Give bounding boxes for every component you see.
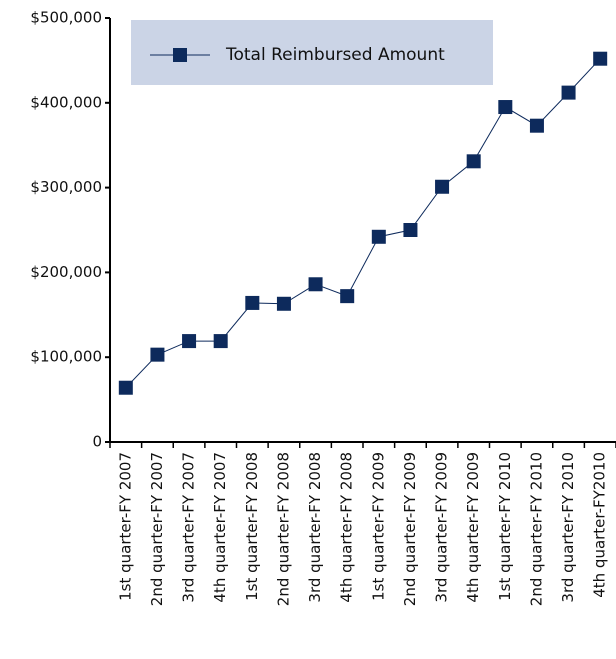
y-tick-label: $500,000 [30,9,102,27]
marker [529,118,544,133]
x-tick-label: 3rd quarter-FY 2008 [306,452,324,603]
marker [213,334,228,349]
marker [498,100,513,115]
marker [371,229,386,244]
x-tick-label: 2nd quarter-FY 2010 [527,452,545,606]
y-tick-label: 0 [92,433,102,451]
x-tick-label: 3rd quarter-FY 2010 [559,452,577,603]
marker [150,347,165,362]
marker [593,51,608,66]
x-tick-label: 1st quarter-FY 2010 [496,452,514,601]
x-tick-label: 2nd quarter-FY 2007 [148,452,166,606]
x-tick-label: 3rd quarter-FY 2009 [433,452,451,603]
marker [276,296,291,311]
x-tick-label: 4th quarter-FY 2008 [338,452,356,603]
legend-box [131,20,493,85]
y-tick-label: $200,000 [30,263,102,281]
x-tick-label: 4th quarter-FY2010 [591,452,609,598]
x-tick-label: 2nd quarter-FY 2009 [401,452,419,606]
y-tick-label: $400,000 [30,93,102,111]
marker [308,277,323,292]
marker [182,334,197,349]
y-tick-label: $100,000 [30,348,102,366]
x-tick-label: 1st quarter-FY 2008 [243,452,261,601]
marker [245,295,260,310]
x-tick-label: 4th quarter-FY 2007 [211,452,229,603]
x-tick-label: 1st quarter-FY 2007 [116,452,134,601]
legend-marker [173,48,187,62]
series-line [125,58,601,389]
marker [118,380,133,395]
x-tick-label: 2nd quarter-FY 2008 [274,452,292,606]
marker [340,289,355,304]
marker [561,85,576,100]
x-tick-label: 3rd quarter-FY 2007 [180,452,198,603]
marker [435,179,450,194]
y-tick-label: $300,000 [30,178,102,196]
x-tick-label: 4th quarter-FY 2009 [464,452,482,603]
marker [403,223,418,237]
legend-label: Total Reimbursed Amount [225,45,445,65]
x-tick-label: 1st quarter-FY 2009 [369,452,387,601]
marker [466,154,481,169]
